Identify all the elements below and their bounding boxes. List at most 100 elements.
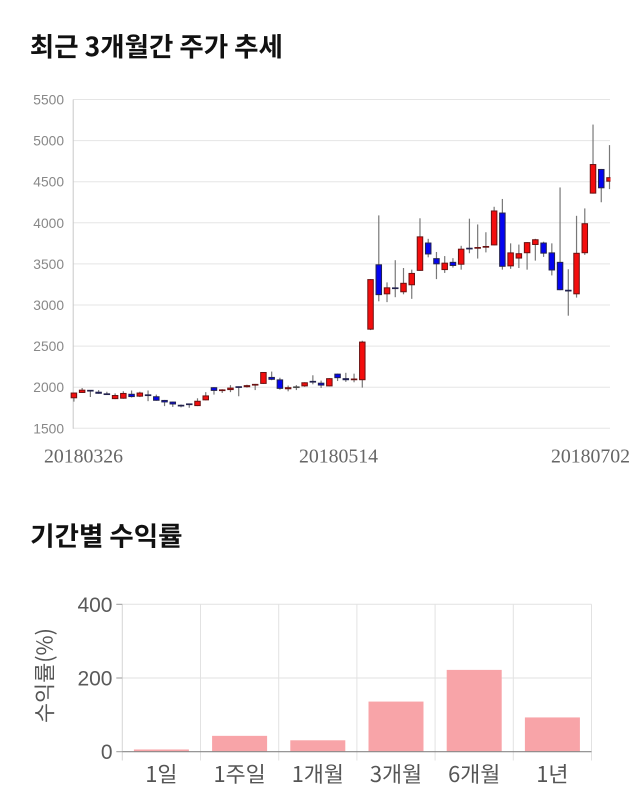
candle-body-up (507, 252, 514, 267)
price-y-tick-label: 5500 (33, 92, 64, 107)
candle-body-up (383, 287, 391, 295)
candles-group (70, 124, 611, 408)
price-y-tick-label: 2000 (33, 380, 64, 395)
candle-body-up (573, 252, 580, 295)
candle-body-up (111, 395, 119, 400)
candle-body-up (70, 392, 78, 399)
price-y-tick-label: 4500 (33, 175, 64, 190)
price-x-tick-label: 20180326 (44, 445, 123, 467)
candle-body-up (482, 245, 490, 248)
price-y-tick-label: 5000 (33, 134, 64, 149)
candle-body-up (457, 248, 465, 265)
candle-body-down (268, 376, 275, 380)
candle-body-up (416, 236, 424, 271)
candle-body-down (424, 242, 432, 255)
candle-body-up (194, 400, 201, 407)
candle-body-up (120, 392, 127, 399)
candle-body-up (78, 389, 86, 393)
candle-body-down (556, 261, 564, 291)
candle-body-up (532, 239, 539, 245)
candle-body-down (466, 247, 473, 250)
candle-body-down (392, 287, 399, 290)
candle-body-down (169, 401, 177, 405)
candle-body-down (153, 396, 160, 401)
candle-body-up (581, 223, 589, 254)
candle-body-up (515, 253, 523, 259)
candle-body-down (186, 403, 193, 406)
candle-body-up (367, 279, 374, 330)
candle-body-up (251, 383, 259, 386)
return-bar-2 (290, 740, 346, 752)
candle-body-down (540, 242, 547, 254)
price-y-tick-label: 4000 (33, 216, 64, 231)
category-label-1y (538, 764, 567, 784)
candle-body-up (490, 210, 498, 246)
candle-body-up (359, 341, 366, 381)
price-x-tick-label: 20180514 (299, 445, 378, 467)
candle-body-doji (293, 386, 300, 389)
candle-body-up (243, 385, 251, 388)
candle-body-down (342, 378, 350, 381)
candle-body-down (161, 399, 168, 403)
candle-body-up (202, 395, 209, 401)
candle-body-down (565, 289, 572, 292)
price-y-tick-label: 1500 (33, 421, 64, 436)
candle-body-down (210, 387, 218, 391)
candle-body-down (334, 373, 341, 379)
returns-y-tick-label: 0 (101, 741, 113, 764)
candle-body-up (260, 371, 267, 384)
candle-body-up (326, 378, 333, 387)
candle-body-down (276, 379, 284, 389)
candle-body-down (235, 386, 242, 388)
return-bar-0 (133, 749, 189, 752)
category-label-1m (293, 764, 342, 784)
candle-body-up (523, 242, 531, 254)
candle-body-up (474, 247, 481, 249)
candle-body-down (309, 380, 317, 383)
candle-body-up (606, 177, 611, 182)
price-y-tick-label: 3500 (33, 257, 64, 272)
category-label-3m (370, 764, 420, 784)
candle-body-down (548, 252, 556, 271)
return-bar-1 (212, 735, 268, 752)
candle-body-down (375, 264, 383, 296)
returns-chart-ylabel (34, 630, 57, 722)
return-bar-3 (368, 701, 424, 752)
price-y-tick-label: 2500 (33, 339, 64, 354)
category-label-1w (215, 764, 264, 784)
candle-body-up (589, 164, 597, 194)
category-label-1d (147, 764, 176, 784)
candle-body-up (136, 392, 144, 397)
candle-body-down (87, 389, 94, 392)
candle-body-down (433, 258, 440, 265)
candle-body-up (350, 378, 358, 381)
price-y-tick-label: 3000 (33, 298, 64, 313)
candle-body-down (103, 393, 111, 396)
candle-body-down (499, 212, 506, 267)
candle-body-down (128, 393, 135, 398)
candle-body-up (441, 262, 448, 271)
price-chart-title (31, 34, 281, 59)
candle-body-up (218, 389, 226, 392)
candle-body-down (144, 394, 152, 397)
candle-body-down (449, 261, 457, 266)
price-x-tick-label: 20180702 (551, 445, 630, 467)
candle-body-up (284, 387, 292, 390)
candle-body-down (598, 168, 605, 189)
candle-body-down (95, 391, 102, 394)
return-bar-5 (524, 717, 580, 752)
candle-body-up (227, 387, 234, 391)
candle-body-down (177, 404, 185, 407)
return-bar-4 (446, 669, 502, 752)
candle-body-up (408, 272, 415, 286)
returns-chart-title (31, 523, 182, 548)
candle-body-up (301, 382, 308, 387)
returns-y-tick-label: 200 (77, 667, 112, 690)
candle-body-up (400, 282, 407, 293)
candle-body-down (317, 382, 325, 386)
category-label-6m (449, 764, 499, 784)
returns-y-tick-label: 400 (77, 594, 112, 617)
